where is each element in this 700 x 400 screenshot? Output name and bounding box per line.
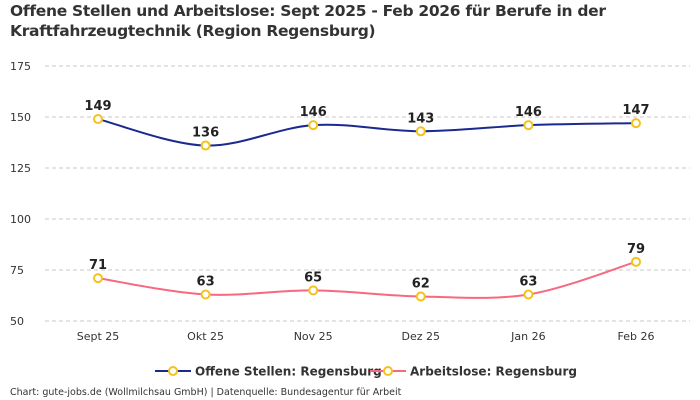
data-label: 79 <box>627 242 645 257</box>
x-tick-label: Nov 25 <box>294 330 333 343</box>
legend-item: Arbeitslose: Regensburg <box>370 365 577 379</box>
data-label: 146 <box>300 105 327 120</box>
data-label: 146 <box>515 105 542 120</box>
data-point <box>523 289 534 300</box>
legend-label: Arbeitslose: Regensburg <box>410 365 577 379</box>
data-point <box>523 120 534 131</box>
data-label: 63 <box>519 274 537 289</box>
y-tick-label: 50 <box>10 315 24 328</box>
data-label: 136 <box>192 126 219 141</box>
y-tick-label: 125 <box>10 162 31 175</box>
data-label: 147 <box>622 103 649 118</box>
data-point <box>308 120 319 131</box>
data-point <box>200 289 211 300</box>
data-label: 62 <box>412 277 430 292</box>
data-point <box>415 126 426 137</box>
data-label: 143 <box>407 111 434 126</box>
data-label: 71 <box>89 258 107 273</box>
data-point <box>631 118 641 129</box>
data-point <box>93 273 103 284</box>
data-label: 63 <box>197 274 215 289</box>
data-point <box>631 256 641 267</box>
legend-marker-icon <box>383 366 393 376</box>
data-point <box>415 291 426 302</box>
x-tick-label: Feb 26 <box>618 330 655 343</box>
data-point <box>308 285 319 296</box>
data-point <box>200 140 211 151</box>
chart-footer: Chart: gute-jobs.de (Wollmilchsau GmbH) … <box>10 387 402 398</box>
y-tick-label: 100 <box>10 213 31 226</box>
legend-marker-icon <box>168 366 178 376</box>
y-tick-label: 150 <box>10 111 31 124</box>
data-label: 149 <box>84 99 111 114</box>
x-tick-label: Sept 25 <box>77 330 120 343</box>
x-tick-label: Jan 26 <box>510 330 545 343</box>
legend-label: Offene Stellen: Regensburg <box>195 365 382 379</box>
y-tick-label: 75 <box>10 264 24 277</box>
x-tick-label: Dez 25 <box>402 330 441 343</box>
data-label: 65 <box>304 270 322 285</box>
y-tick-label: 175 <box>10 60 31 73</box>
legend-item: Offene Stellen: Regensburg <box>155 365 382 379</box>
data-point <box>93 114 103 125</box>
x-tick-label: Okt 25 <box>187 330 224 343</box>
series-line <box>97 118 637 147</box>
chart-title: Offene Stellen und Arbeitslose: Sept 202… <box>10 2 606 40</box>
series-line <box>97 260 637 299</box>
